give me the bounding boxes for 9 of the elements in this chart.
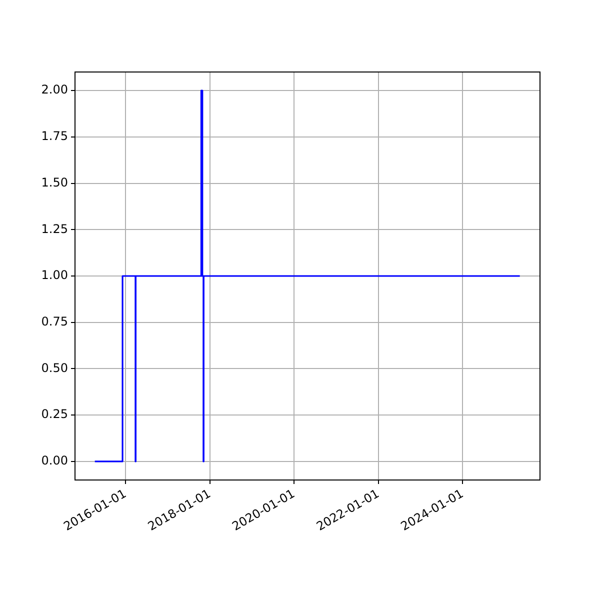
y-tick-label: 1.00 — [41, 268, 68, 282]
y-tick-label: 1.75 — [41, 129, 68, 144]
y-tick-label: 2.00 — [41, 82, 68, 97]
y-tick-label: 1.50 — [41, 175, 68, 190]
y-tick-label: 0.75 — [41, 314, 68, 328]
y-tick-label: 1.25 — [41, 222, 68, 236]
y-tick-label: 0.50 — [41, 360, 68, 375]
y-tick-label: 0.25 — [41, 407, 68, 422]
y-tick-label: 0.00 — [41, 454, 68, 468]
